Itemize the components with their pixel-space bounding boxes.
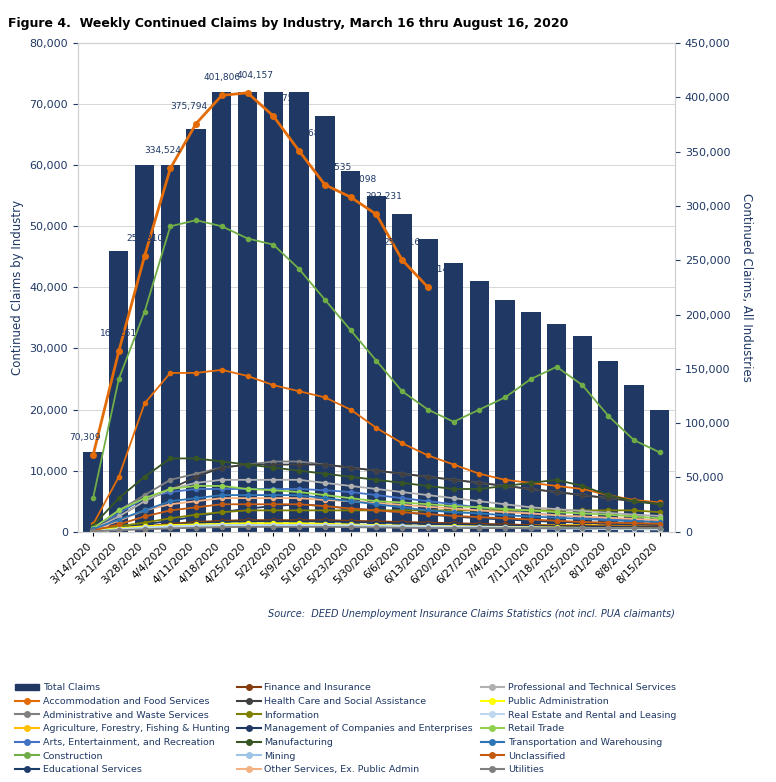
Text: 319,535: 319,535: [314, 163, 352, 172]
Bar: [367, 196, 386, 532]
Text: 166,261: 166,261: [100, 329, 137, 338]
Bar: [83, 452, 102, 532]
Bar: [212, 91, 231, 532]
Legend: Total Claims, Accommodation and Food Services, Administrative and Waste Services: Total Claims, Accommodation and Food Ser…: [12, 680, 679, 777]
Bar: [469, 282, 489, 532]
Text: 334,524: 334,524: [144, 146, 181, 156]
Text: 404,157: 404,157: [237, 70, 274, 80]
Bar: [315, 117, 334, 532]
Bar: [393, 214, 412, 532]
Text: 225,146: 225,146: [417, 265, 454, 274]
Bar: [598, 361, 618, 532]
Bar: [264, 91, 283, 532]
Text: 292,231: 292,231: [365, 192, 403, 201]
Text: 308,098: 308,098: [340, 175, 377, 184]
Bar: [650, 410, 670, 532]
Text: 382,753: 382,753: [262, 94, 300, 103]
Bar: [521, 312, 541, 532]
Bar: [238, 91, 257, 532]
Text: 350,684: 350,684: [288, 129, 325, 138]
Bar: [109, 251, 129, 532]
Text: 375,794: 375,794: [170, 102, 207, 110]
Bar: [135, 165, 154, 532]
Bar: [496, 300, 514, 532]
Y-axis label: Continued Claims by Industry: Continued Claims by Industry: [11, 200, 24, 375]
Text: 250,316: 250,316: [383, 238, 421, 247]
Text: 401,806: 401,806: [203, 74, 241, 82]
Bar: [573, 336, 592, 532]
Bar: [186, 128, 206, 532]
Bar: [289, 91, 309, 532]
Bar: [547, 324, 566, 532]
Bar: [418, 239, 438, 532]
Text: Figure 4.  Weekly Continued Claims by Industry, March 16 thru August 16, 2020: Figure 4. Weekly Continued Claims by Ind…: [8, 17, 568, 30]
Bar: [444, 263, 463, 532]
Text: 253,810: 253,810: [126, 234, 163, 243]
Bar: [341, 171, 360, 532]
Y-axis label: Continued Claims, All Industries: Continued Claims, All Industries: [740, 193, 753, 382]
Text: 70,309: 70,309: [70, 433, 101, 443]
Bar: [624, 385, 643, 532]
Text: Source:  DEED Unemployment Insurance Claims Statistics (not incl. PUA claimants): Source: DEED Unemployment Insurance Clai…: [268, 609, 675, 619]
Bar: [161, 165, 180, 532]
